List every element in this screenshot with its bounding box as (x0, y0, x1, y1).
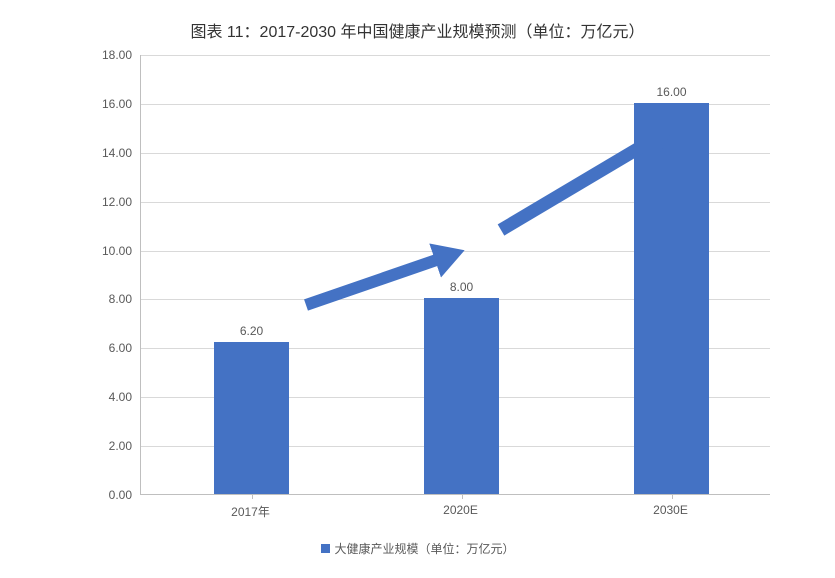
x-tick-label: 2017年 (231, 503, 270, 520)
bar: 8.00 (424, 298, 499, 494)
y-tick-label: 16.00 (102, 97, 132, 111)
x-tick-mark (252, 494, 253, 499)
y-tick-label: 6.00 (109, 341, 132, 355)
y-tick-label: 0.00 (109, 488, 132, 502)
y-tick-label: 2.00 (109, 439, 132, 453)
x-tick-mark (462, 494, 463, 499)
y-tick-label: 4.00 (109, 390, 132, 404)
chart-container: 0.002.004.006.008.0010.0012.0014.0016.00… (90, 55, 770, 495)
bar-value-label: 6.20 (214, 324, 289, 338)
x-tick-label: 2030E (653, 503, 688, 517)
gridline (141, 55, 770, 56)
chart-title: 图表 11：2017-2030 年中国健康产业规模预测（单位：万亿元） (0, 0, 835, 42)
y-tick-label: 8.00 (109, 292, 132, 306)
x-tick-mark (672, 494, 673, 499)
y-tick-label: 12.00 (102, 195, 132, 209)
bar: 6.20 (214, 342, 289, 494)
legend-label: 大健康产业规模（单位：万亿元） (334, 540, 514, 557)
legend: 大健康产业规模（单位：万亿元） (320, 540, 514, 557)
y-tick-label: 14.00 (102, 146, 132, 160)
y-tick-label: 18.00 (102, 48, 132, 62)
x-tick-label: 2020E (443, 503, 478, 517)
legend-swatch (320, 544, 329, 553)
bar-value-label: 8.00 (424, 280, 499, 294)
y-tick-label: 10.00 (102, 244, 132, 258)
plot-area: 6.20 8.00 16.00 (140, 55, 770, 495)
bar-value-label: 16.00 (634, 85, 709, 99)
y-axis: 0.002.004.006.008.0010.0012.0014.0016.00… (90, 55, 140, 495)
bar: 16.00 (634, 103, 709, 494)
